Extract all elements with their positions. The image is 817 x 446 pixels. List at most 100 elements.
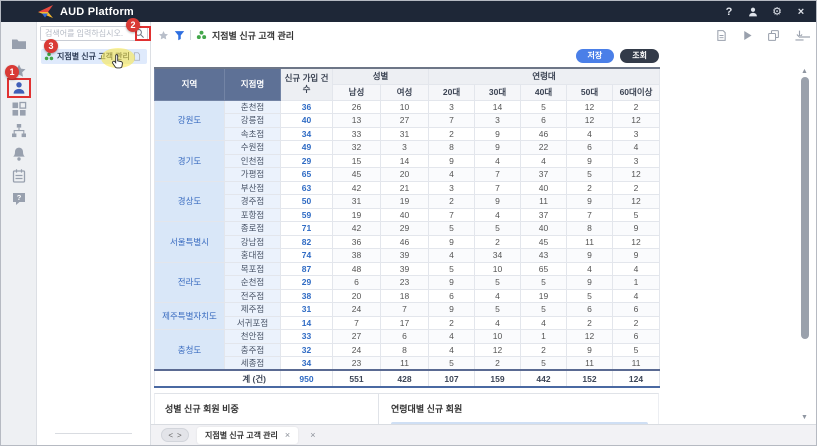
count-link[interactable]: 59 bbox=[280, 207, 333, 222]
value-cell: 6 bbox=[612, 302, 661, 317]
tab-next-icon[interactable]: > bbox=[177, 430, 182, 440]
group-header-age[interactable]: 연령대 bbox=[428, 67, 661, 85]
scroll-thumb[interactable] bbox=[800, 77, 809, 339]
dashboard-grid-icon[interactable] bbox=[11, 101, 27, 117]
value-cell: 12 bbox=[612, 167, 661, 182]
region-cell: 전라도 bbox=[154, 261, 225, 303]
help-icon[interactable]: ? bbox=[725, 5, 733, 18]
document-icon[interactable] bbox=[715, 29, 728, 42]
value-cell: 3 bbox=[474, 113, 522, 128]
count-link[interactable]: 31 bbox=[280, 302, 333, 317]
total-count: 950 bbox=[280, 369, 333, 388]
count-link[interactable]: 14 bbox=[280, 315, 333, 330]
popup-window-icon[interactable] bbox=[767, 29, 780, 42]
count-link[interactable]: 87 bbox=[280, 261, 333, 276]
scroll-up-icon[interactable]: ▲ bbox=[801, 68, 808, 75]
branch-cell: 부산점 bbox=[224, 180, 281, 195]
org-chart-icon[interactable] bbox=[11, 123, 27, 139]
count-link[interactable]: 34 bbox=[280, 356, 333, 371]
table-row: 충청도 천안점 33 27 6 4 10 1 12 6 bbox=[154, 329, 661, 371]
branch-cell: 가평점 bbox=[224, 167, 281, 182]
col-header-40s[interactable]: 40대 bbox=[520, 83, 568, 101]
value-cell: 4 bbox=[520, 315, 568, 330]
count-link[interactable]: 71 bbox=[280, 221, 333, 236]
tree-resize-handle[interactable] bbox=[55, 433, 132, 434]
users-icon[interactable] bbox=[11, 80, 27, 96]
value-cell: 4 bbox=[566, 126, 614, 141]
count-link[interactable]: 65 bbox=[280, 167, 333, 182]
value-cell: 22 bbox=[520, 140, 568, 155]
count-link[interactable]: 29 bbox=[280, 275, 333, 290]
value-cell: 3 bbox=[612, 153, 661, 168]
value-cell: 2 bbox=[428, 315, 476, 330]
count-link[interactable]: 38 bbox=[280, 288, 333, 303]
user-icon[interactable] bbox=[746, 5, 760, 19]
splitter-handle[interactable] bbox=[799, 36, 810, 38]
value-cell: 9 bbox=[612, 248, 661, 263]
count-link[interactable]: 63 bbox=[280, 180, 333, 195]
close-window-icon[interactable]: × bbox=[797, 5, 805, 18]
tab-nav-arrows[interactable]: < > bbox=[161, 428, 189, 442]
folder-icon[interactable] bbox=[11, 36, 27, 52]
count-link[interactable]: 29 bbox=[280, 153, 333, 168]
report-clover-icon bbox=[44, 52, 54, 60]
tab-prev-icon[interactable]: < bbox=[168, 430, 173, 440]
close-all-tabs-icon[interactable]: × bbox=[310, 430, 316, 440]
value-cell: 40 bbox=[379, 207, 430, 222]
save-button[interactable]: 저장 bbox=[575, 49, 615, 63]
value-cell: 9 bbox=[428, 302, 476, 317]
vertical-scrollbar[interactable]: ▲ ▼ bbox=[798, 36, 811, 422]
tab-close-icon[interactable]: × bbox=[284, 430, 291, 440]
count-link[interactable]: 34 bbox=[280, 126, 333, 141]
table-row: 경상도 부산점 63 42 21 3 7 40 2 2 bbox=[154, 180, 661, 222]
count-link[interactable]: 36 bbox=[280, 99, 333, 114]
col-header-60s-plus[interactable]: 60대이상 bbox=[612, 83, 661, 101]
settings-gear-icon[interactable]: ⚙ bbox=[772, 5, 782, 18]
count-link[interactable]: 74 bbox=[280, 248, 333, 263]
branch-cell: 수원점 bbox=[224, 140, 281, 155]
schedule-clipboard-icon[interactable] bbox=[11, 168, 27, 184]
col-header-branch[interactable]: 지점명 bbox=[224, 67, 281, 101]
scroll-down-icon[interactable]: ▼ bbox=[801, 414, 808, 421]
value-cell: 9 bbox=[566, 194, 614, 209]
alerts-bell-icon[interactable] bbox=[11, 146, 27, 162]
value-cell: 4 bbox=[612, 288, 661, 303]
query-button[interactable]: 조회 bbox=[620, 49, 659, 63]
tree-search-input[interactable] bbox=[41, 27, 131, 40]
col-header-30s[interactable]: 30대 bbox=[474, 83, 522, 101]
filter-funnel-icon[interactable] bbox=[174, 30, 185, 41]
count-link[interactable]: 49 bbox=[280, 140, 333, 155]
count-link[interactable]: 32 bbox=[280, 342, 333, 357]
total-value: 442 bbox=[520, 369, 568, 388]
help-bubble-icon[interactable]: ? bbox=[11, 191, 27, 207]
count-link[interactable]: 33 bbox=[280, 329, 333, 344]
value-cell: 7 bbox=[332, 315, 381, 330]
total-value: 124 bbox=[612, 369, 661, 388]
value-cell: 4 bbox=[612, 140, 661, 155]
branch-cell: 춘천점 bbox=[224, 99, 281, 114]
count-link[interactable]: 40 bbox=[280, 113, 333, 128]
col-header-female[interactable]: 여성 bbox=[379, 83, 430, 101]
run-play-icon[interactable] bbox=[741, 29, 754, 42]
value-cell: 40 bbox=[520, 180, 568, 195]
count-link[interactable]: 82 bbox=[280, 234, 333, 249]
col-header-count[interactable]: 신규 가입 건수 bbox=[280, 67, 333, 101]
value-cell: 5 bbox=[566, 167, 614, 182]
data-grid: 지역 지점명 신규 가입 건수 성별 연령대 남성 여성 20대 30대 40대… bbox=[154, 67, 661, 388]
table-row: 서울특별시 종로점 71 42 29 5 5 40 8 9 bbox=[154, 221, 661, 263]
col-header-region[interactable]: 지역 bbox=[154, 67, 225, 101]
col-header-male[interactable]: 남성 bbox=[332, 83, 381, 101]
annotation-badge-3: 3 bbox=[44, 39, 58, 53]
col-header-50s[interactable]: 50대 bbox=[566, 83, 614, 101]
favorite-star-icon[interactable] bbox=[158, 30, 169, 41]
value-cell: 9 bbox=[474, 194, 522, 209]
table-row: 순천점 29 6 23 9 5 5 9 1 bbox=[155, 275, 661, 290]
value-cell: 14 bbox=[379, 153, 430, 168]
col-header-20s[interactable]: 20대 bbox=[428, 83, 476, 101]
count-link[interactable]: 50 bbox=[280, 194, 333, 209]
group-header-gender[interactable]: 성별 bbox=[331, 67, 430, 85]
table-row: 가평점 65 45 20 4 7 37 5 12 bbox=[155, 167, 661, 182]
annotation-badge-2: 2 bbox=[126, 18, 140, 32]
tab-branch-customers[interactable]: 지점별 신규 고객 관리 × bbox=[197, 426, 299, 444]
table-row: 강원도 춘천점 36 26 10 3 14 5 12 2 bbox=[154, 99, 661, 141]
